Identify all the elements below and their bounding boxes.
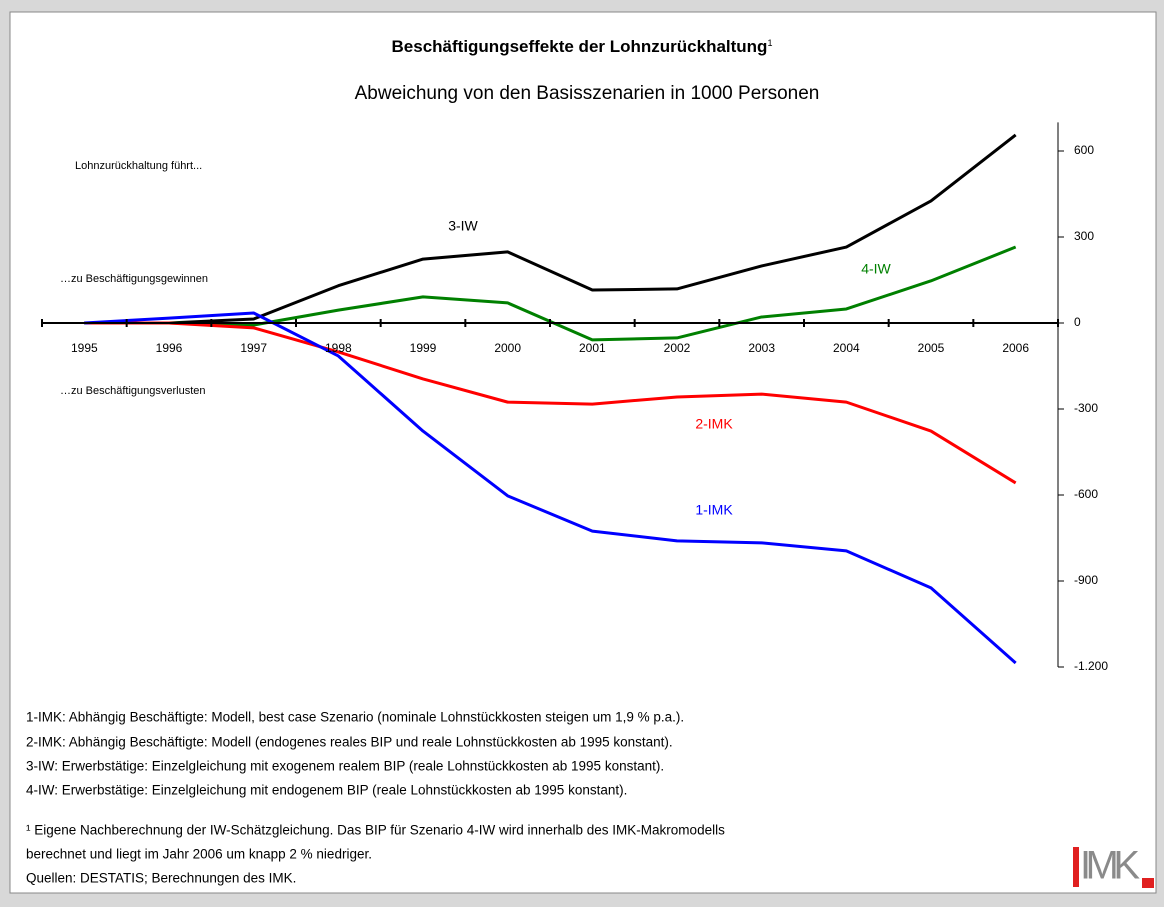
series-label: 1-IMK: [695, 502, 733, 518]
x-tick-label: 1999: [410, 341, 437, 355]
annotation: …zu Beschäftigungsverlusten: [60, 385, 206, 397]
x-tick-label: 1995: [71, 341, 98, 355]
line: [84, 133, 1017, 325]
x-tick-label: 2002: [664, 341, 691, 355]
note: 1-IMK: Abhängig Beschäftigte: Modell, be…: [26, 710, 684, 725]
x-tick-label: 2000: [494, 341, 521, 355]
y-tick-label: -1.200: [1074, 659, 1108, 673]
x-tick-label: 2005: [918, 341, 945, 355]
x-tick-label: 2004: [833, 341, 860, 355]
x-tick-label: 2003: [748, 341, 775, 355]
line: [84, 321, 1017, 485]
series-label: 3-IW: [448, 218, 478, 234]
title-text: Beschäftigungseffekte der Lohnzurückhalt…: [392, 37, 768, 56]
footnote: berechnet und liegt im Jahr 2006 um knap…: [26, 847, 372, 862]
y-tick-label: -600: [1074, 487, 1098, 501]
y-tick-label: -300: [1074, 401, 1098, 415]
note: 4-IW: Erwerbstätige: Einzelgleichung mit…: [26, 783, 627, 798]
chart-subtitle: Abweichung von den Basisszenarien in 100…: [355, 83, 820, 104]
line: [84, 311, 1017, 665]
y-tick-label: 600: [1074, 143, 1094, 157]
x-tick-label: 1996: [156, 341, 183, 355]
x-tick-label: 2006: [1002, 341, 1029, 355]
chart-title: Beschäftigungseffekte der Lohnzurückhalt…: [392, 37, 773, 56]
y-tick-label: -900: [1074, 573, 1098, 587]
footnote: ¹ Eigene Nachberechnung der IW-Schätzgle…: [26, 823, 725, 838]
note: 2-IMK: Abhängig Beschäftigte: Modell (en…: [26, 735, 673, 750]
x-tick-label: 2001: [579, 341, 606, 355]
logo-square: [1142, 878, 1154, 888]
annotation: Lohnzurückhaltung führt...: [75, 160, 202, 172]
note: 3-IW: Erwerbstätige: Einzelgleichung mit…: [26, 759, 664, 774]
x-tick-label: 1997: [240, 341, 267, 355]
logo-bar: [1073, 847, 1079, 887]
series-label: 2-IMK: [695, 416, 733, 432]
y-tick-label: 300: [1074, 229, 1094, 243]
y-tick-label: 0: [1074, 315, 1081, 329]
logo: IMK: [1080, 844, 1140, 888]
x-tick-label: 1998: [325, 341, 352, 355]
annotation: …zu Beschäftigungsgewinnen: [60, 273, 208, 285]
title-note: 1: [767, 38, 772, 48]
footnote: Quellen: DESTATIS; Berechnungen des IMK.: [26, 871, 296, 886]
series-label: 4-IW: [861, 261, 891, 277]
